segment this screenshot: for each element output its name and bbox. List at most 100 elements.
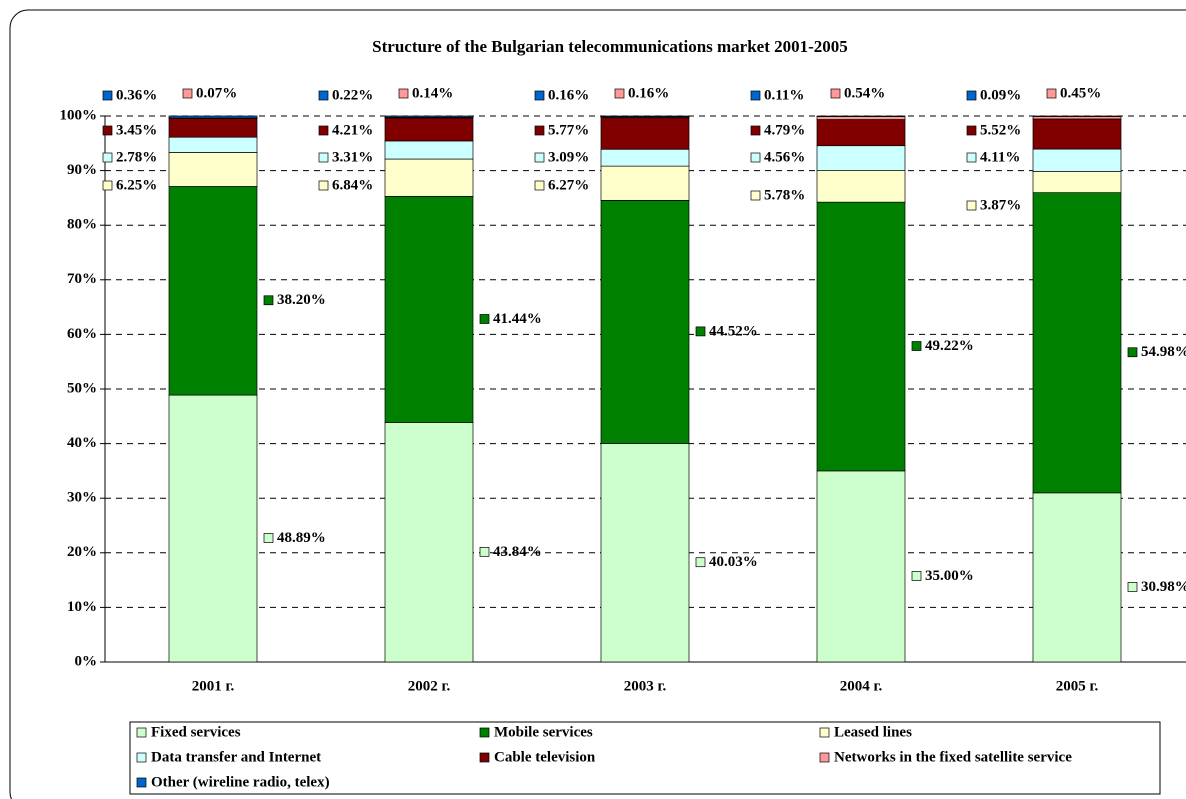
x-tick-label: 2001 г. [192,678,235,694]
y-tick-label: 90% [67,162,97,178]
data-label: 6.25% [116,177,157,193]
bar-segment [384,140,474,160]
bar-segment [384,422,474,663]
label-marker [534,180,545,191]
bar-segment [168,152,258,187]
x-tick-label: 2002 г. [408,678,451,694]
bar-segment [168,115,258,119]
y-tick-label: 0% [75,653,98,669]
label-marker [1046,88,1057,99]
bar-segment [384,158,474,197]
y-tick-label: 60% [67,326,97,342]
bar-segment [600,165,690,201]
bar-segment [384,117,474,142]
data-label: 4.11% [980,149,1020,165]
label-marker [479,546,490,557]
label-marker [750,90,761,101]
legend-label: Other (wireline radio, telex) [151,774,330,790]
data-label: 44.52% [709,323,758,339]
label-marker [263,533,274,543]
y-tick-label: 80% [67,217,97,233]
label-marker [966,90,977,101]
label-marker [318,180,329,191]
label-marker [102,152,113,163]
label-marker [750,190,761,201]
bar-segment [816,145,906,171]
bar-segment [816,201,906,472]
bar-segment [600,148,690,167]
y-tick-label: 50% [67,380,97,396]
data-label: 0.14% [412,85,453,101]
data-label: 3.87% [980,197,1021,213]
label-marker [102,180,113,191]
legend-label: Fixed services [151,724,241,740]
legend [129,721,1161,795]
bar-segment [1032,116,1122,120]
x-tick-label: 2005 г. [1056,678,1099,694]
label-marker [1127,582,1138,592]
label-marker [479,314,490,324]
data-label: 48.89% [277,530,326,546]
label-marker [534,125,545,136]
label-marker [911,571,922,581]
legend-marker [136,727,147,738]
bar-segment [600,117,690,150]
label-marker [614,88,625,99]
data-label: 5.77% [548,122,589,138]
data-label: 6.27% [548,177,589,193]
label-marker [830,88,841,99]
label-marker [398,88,409,99]
legend-label: Leased lines [834,724,912,740]
legend-label: Networks in the fixed satellite service [834,749,1072,765]
label-marker [318,90,329,101]
bar-segment [600,200,690,444]
bar-segment [1032,118,1122,150]
data-label: 0.07% [196,85,237,101]
data-label: 38.20% [277,292,326,308]
data-label: 3.09% [548,149,589,165]
y-tick-label: 20% [67,544,97,560]
legend-label: Data transfer and Internet [151,749,321,765]
bar-segment [1032,192,1122,494]
bar-segment [1032,492,1122,663]
label-marker [750,152,761,163]
bar-segment [168,117,258,138]
data-label: 0.22% [332,87,373,103]
bar-segment [168,394,258,663]
data-label: 49.22% [925,338,974,354]
data-label: 0.16% [548,87,589,103]
y-tick-label: 10% [67,599,97,615]
data-label: 30.98% [1141,579,1186,595]
label-marker [534,90,545,101]
label-marker [318,152,329,163]
data-label: 3.31% [332,149,373,165]
data-label: 2.78% [116,149,157,165]
data-label: 3.45% [116,122,157,138]
y-tick-label: 100% [60,107,98,123]
bar-segment [816,170,906,203]
legend-label: Cable television [494,749,596,765]
label-marker [318,125,329,136]
y-tick-label: 40% [67,435,97,451]
data-label: 0.45% [1060,85,1101,101]
data-label: 0.54% [844,85,885,101]
label-marker [182,88,193,99]
data-label: 5.52% [980,122,1021,138]
data-label: 54.98% [1141,344,1186,360]
bar-segment [1032,171,1122,194]
data-label: 5.78% [764,187,805,203]
legend-marker [136,777,147,788]
legend-marker [819,752,830,763]
label-marker [695,557,706,568]
label-marker [695,326,706,337]
bar-segment [816,115,906,117]
label-marker [966,125,977,136]
data-label: 0.16% [628,85,669,101]
legend-marker [479,727,490,738]
y-tick-label: 70% [67,271,97,287]
data-label: 40.03% [709,554,758,570]
data-label: 0.09% [980,87,1021,103]
data-label: 41.44% [493,311,542,327]
label-marker [911,341,922,351]
x-tick-label: 2004 г. [840,678,883,694]
